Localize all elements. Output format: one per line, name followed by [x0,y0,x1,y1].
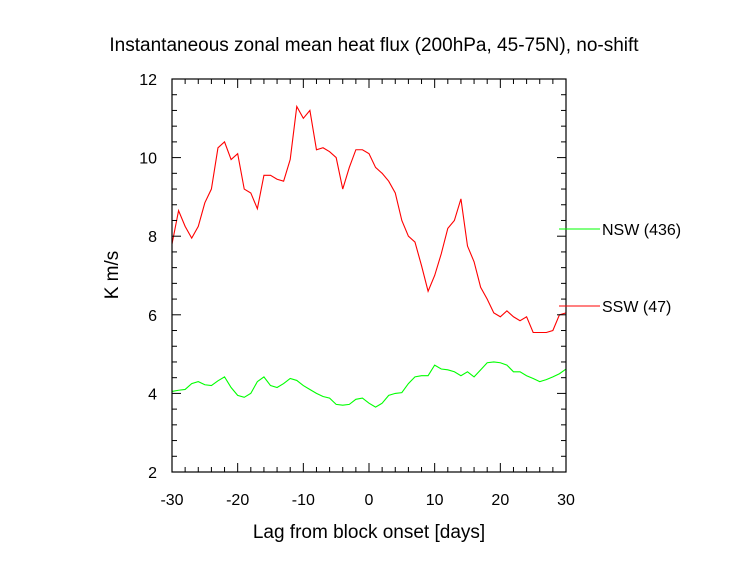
x-tick-label: -20 [226,492,249,509]
series-line-1 [171,104,567,334]
y-tick-label: 2 [148,465,157,482]
x-axis-label: Lag from block onset [days] [253,522,485,543]
y-tick-label: 12 [139,72,157,89]
tick-labels: -30 -20 -10 0 10 20 30 2 4 6 8 10 12 [139,72,575,509]
x-tick-label: -30 [160,492,183,509]
chart-title: Instantaneous zonal mean heat flux (200h… [109,35,639,56]
x-tick-label: 10 [426,492,444,509]
x-tick-label: -10 [292,492,315,509]
x-tick-label: 0 [365,492,374,509]
y-tick-label: 4 [148,386,157,403]
y-tick-label: 8 [148,229,157,246]
series-layer [171,104,567,408]
plot-frame [171,78,567,473]
x-tick-label: 30 [557,492,575,509]
series-line-0 [171,361,567,408]
y-tick-label: 6 [148,308,157,325]
x-tick-label: 20 [491,492,509,509]
y-axis-label: K m/s [102,251,123,300]
ticks-layer [171,78,567,473]
y-tick-label: 10 [139,151,157,168]
legend-label-1: SSW (47) [602,299,671,316]
legend: NSW (436) SSW (47) [559,222,681,316]
legend-label-0: NSW (436) [602,222,681,239]
